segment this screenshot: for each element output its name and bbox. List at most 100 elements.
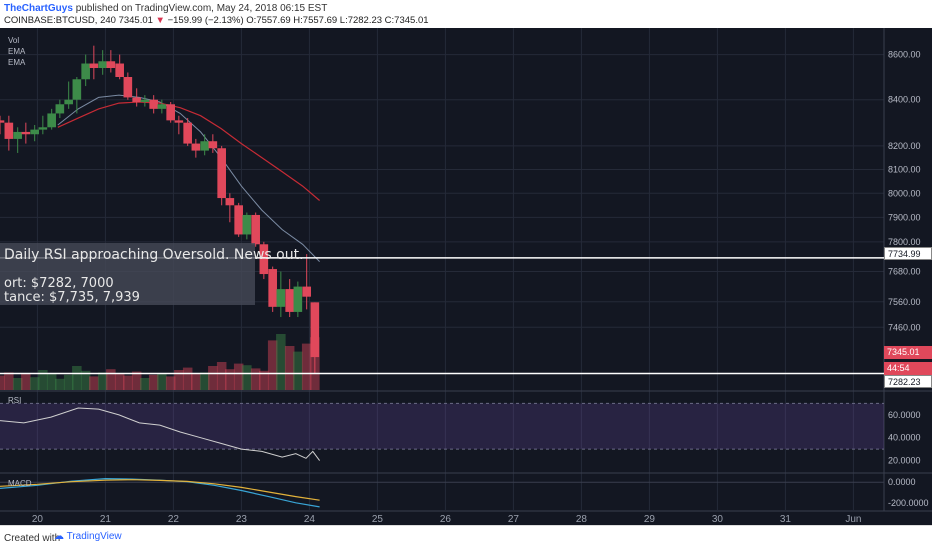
candle-body <box>123 77 133 98</box>
candle-body <box>166 104 175 121</box>
volume-bar <box>21 374 31 390</box>
resistance-price-tag: 7734.99 <box>884 247 932 260</box>
candle-body <box>276 289 286 307</box>
volume-bar <box>38 370 48 390</box>
candle-body <box>242 214 252 235</box>
price-change: −159.99 (−2.13%) <box>167 15 244 26</box>
candle-body <box>183 122 192 144</box>
x-tick-label: 22 <box>168 514 180 525</box>
ema-label-2: EMA <box>8 58 26 67</box>
ema-slow-line <box>57 101 320 201</box>
candle-body <box>132 97 141 102</box>
candle-body <box>30 129 39 135</box>
candle-body <box>259 244 269 275</box>
macd-tick-label: -200.0000 <box>888 498 929 508</box>
volume-bar <box>276 334 286 390</box>
y-tick-label: 7900.00 <box>888 212 921 222</box>
candle-body <box>55 104 65 114</box>
volume-bar <box>148 374 159 390</box>
volume-bar <box>165 376 176 390</box>
annotation-line-2: ort: $7282, 7000 <box>4 276 114 291</box>
rsi-line-path <box>0 407 321 461</box>
candle-body <box>81 63 90 80</box>
tradingview-logo[interactable]: ☁ TradingView <box>54 531 122 542</box>
rsi-tick-label: 40.0000 <box>888 433 921 443</box>
candle-body <box>115 63 124 78</box>
ohlc-values: O:7557.69 H:7557.69 L:7282.23 C:7345.01 <box>246 15 429 26</box>
candle-body <box>251 214 260 245</box>
timer-tag: 44:54 <box>884 362 932 375</box>
rsi-band <box>0 403 884 450</box>
x-tick-label: 21 <box>100 514 112 525</box>
y-tick-label: 8000.00 <box>888 188 921 198</box>
x-tick-label: 28 <box>576 514 588 525</box>
volume-bar <box>293 351 303 390</box>
volume-bar <box>250 368 261 390</box>
volume-bar <box>29 377 40 390</box>
candle-body <box>191 143 201 151</box>
volume-bar <box>12 378 23 390</box>
volume-bar <box>0 375 5 390</box>
volume-bar <box>216 362 227 390</box>
chart-header: TheChartGuys published on TradingView.co… <box>0 0 932 28</box>
volume-bar <box>123 375 133 390</box>
y-tick-label: 7460.00 <box>888 322 921 332</box>
publish-line: TheChartGuys published on TradingView.co… <box>4 3 327 14</box>
vol-label: Vol <box>8 36 20 45</box>
candle-body <box>217 148 226 199</box>
x-tick-label: 25 <box>372 514 384 525</box>
candles <box>0 45 320 374</box>
x-tick-label: Jun <box>845 514 861 525</box>
volume-bars <box>0 334 320 390</box>
signal-line-path <box>0 479 320 501</box>
volume-bar <box>46 373 57 390</box>
volume-bar <box>233 363 244 390</box>
cloud-icon: ☁ <box>54 531 64 542</box>
rsi-tick-label: 20.0000 <box>888 456 921 466</box>
candle-body <box>140 99 150 102</box>
x-tick-label: 31 <box>780 514 792 525</box>
volume-bar <box>284 346 295 390</box>
volume-bar <box>242 365 252 390</box>
volume-bar <box>199 372 210 390</box>
volume-bar <box>106 369 116 390</box>
annotation-line-3: tance: $7,735, 7,939 <box>4 290 140 305</box>
candle-body <box>47 113 56 128</box>
author-name[interactable]: TheChartGuys <box>4 3 73 14</box>
x-tick-label: 26 <box>440 514 452 525</box>
volume-bar <box>174 370 184 390</box>
volume-bar <box>4 372 14 390</box>
volume-bar <box>55 378 65 390</box>
text-annotation[interactable]: Daily RSI approaching Oversold. News out… <box>0 243 304 305</box>
y-tick-label: 8100.00 <box>888 164 921 174</box>
volume-bar <box>208 366 218 390</box>
candle-body <box>38 127 48 130</box>
symbol-line: COINBASE:BTCUSD, 240 7345.01 ▼ −159.99 (… <box>4 15 429 26</box>
y-tick-label: 7680.00 <box>888 267 921 277</box>
candle-body <box>174 120 184 123</box>
symbol-name: COINBASE:BTCUSD, 240 <box>4 15 116 26</box>
x-tick-label: 20 <box>32 514 44 525</box>
volume-bar <box>131 371 142 390</box>
down-arrow-icon: ▼ <box>155 15 165 26</box>
y-tick-label: 7560.00 <box>888 297 921 307</box>
tradingview-brand: TradingView <box>66 531 122 542</box>
candle-body <box>285 289 294 312</box>
x-tick-label: 24 <box>304 514 316 525</box>
candle-body <box>302 286 311 297</box>
volume-bar <box>72 366 82 390</box>
candle-body <box>149 99 158 109</box>
candle-body <box>89 63 99 69</box>
candle-body <box>200 141 209 151</box>
ema-fast-line <box>57 94 320 262</box>
axis-labels: 20 21 22 23 24 25 26 27 28 29 30 31 Jun 8600.00 8400.0… <box>32 50 929 525</box>
macd-tick-label: 0.0000 <box>888 477 916 487</box>
rsi-line <box>0 407 321 461</box>
macd-label: MACD <box>8 479 32 488</box>
volume-bar <box>182 367 193 390</box>
chart-canvas[interactable]: 20 21 22 23 24 25 26 27 28 29 30 31 Jun 8600.00 8400.0… <box>0 28 932 525</box>
volume-bar <box>267 340 278 390</box>
volume-bar <box>114 374 125 390</box>
x-tick-label: 23 <box>236 514 248 525</box>
last-price: 7345.01 <box>118 15 153 26</box>
